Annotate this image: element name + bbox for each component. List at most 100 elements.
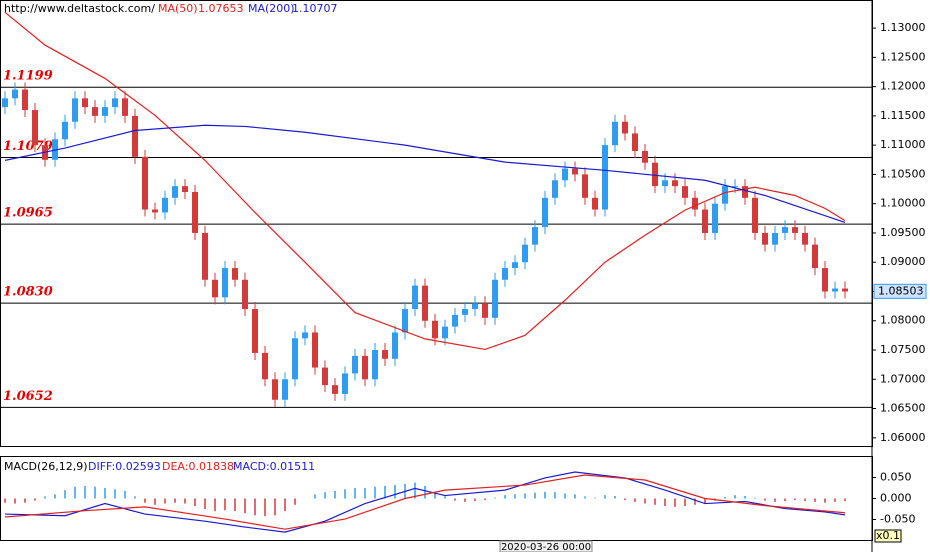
candle-body	[622, 121, 628, 134]
candle-body	[762, 232, 768, 245]
candle-body	[672, 180, 678, 187]
candle-body	[132, 115, 138, 157]
y-tick-label: 1.10000	[880, 197, 926, 210]
candle-body	[582, 174, 588, 198]
candle-body	[162, 197, 168, 213]
macd-title: MACD(26,12,9)	[4, 460, 88, 473]
candle-body	[72, 98, 78, 122]
candle-body	[482, 303, 488, 318]
scale-label: x0.1	[876, 529, 900, 542]
candle-body	[682, 186, 688, 198]
candle-body	[552, 180, 558, 198]
y-tick-label: 1.06500	[880, 402, 926, 415]
candle-body	[372, 350, 378, 380]
candle-body	[102, 107, 108, 116]
ma200-value: 1.10707	[292, 2, 338, 15]
ma50-label: MA(50)	[158, 2, 198, 15]
dea-label: DEA:0.01838	[162, 460, 234, 473]
candle-body	[362, 355, 368, 380]
crosshair-date: 2020-03-26 00:00	[501, 542, 591, 552]
candle-body	[712, 203, 718, 233]
macd-label: MACD:0.01511	[233, 460, 315, 473]
candle-body	[452, 314, 458, 327]
ma-line	[4, 11, 846, 351]
y-tick-label: 1.11500	[880, 109, 926, 122]
macd-tick-label: 0.050	[880, 471, 912, 484]
candle-body	[152, 209, 158, 213]
candle-body	[652, 162, 658, 187]
candle-body	[442, 326, 448, 339]
candle-body	[422, 285, 428, 321]
candle-body	[282, 379, 288, 400]
y-tick-label: 1.09500	[880, 226, 926, 239]
candle-body	[632, 133, 638, 152]
diff-label: DIFF:0.02593	[88, 460, 161, 473]
candle-body	[782, 227, 788, 233]
level-label: 1.1079	[3, 139, 53, 154]
candle-body	[522, 244, 528, 263]
y-tick-label: 1.08000	[880, 314, 926, 327]
candle-body	[322, 367, 328, 386]
candle-body	[792, 227, 798, 233]
candle-body	[692, 197, 698, 210]
candle-body	[472, 303, 478, 310]
candle-body	[562, 168, 568, 181]
current-price: 1.08503	[878, 284, 924, 297]
candle-body	[732, 186, 738, 188]
candle-body	[772, 232, 778, 245]
main-panel	[0, 0, 873, 447]
candle-body	[352, 355, 358, 374]
level-label: 1.0652	[3, 389, 53, 404]
candle-body	[412, 285, 418, 310]
level-label: 1.0965	[3, 206, 53, 221]
candle-body	[182, 186, 188, 192]
price-box	[873, 283, 927, 299]
candle-body	[822, 268, 828, 292]
level-label: 1.0830	[3, 285, 53, 300]
candle-body	[612, 121, 618, 146]
candle-body	[432, 320, 438, 339]
candle-body	[842, 288, 848, 292]
candle-body	[572, 168, 578, 175]
candle-body	[232, 268, 238, 280]
candle-body	[142, 156, 148, 210]
candle-body	[202, 232, 208, 280]
ma50-value: 1.07653	[198, 2, 244, 15]
candle-body	[32, 110, 38, 146]
candle-body	[512, 262, 518, 269]
candle-body	[292, 338, 298, 380]
candle-body	[172, 186, 178, 198]
candle-body	[802, 232, 808, 245]
macd-line	[4, 474, 846, 530]
y-tick-label: 1.12000	[880, 80, 926, 93]
candle-body	[402, 309, 408, 333]
candle-body	[312, 332, 318, 368]
candle-body	[502, 268, 508, 280]
candle-body	[722, 186, 728, 204]
candle-body	[492, 279, 498, 318]
ma200-label: MA(200)	[248, 2, 295, 15]
y-tick-label: 1.07000	[880, 372, 926, 385]
y-tick-label: 1.09000	[880, 255, 926, 268]
candle-body	[392, 332, 398, 359]
candle-body	[22, 89, 28, 111]
candle-body	[462, 309, 468, 315]
y-tick-label: 1.12500	[880, 50, 926, 63]
candle-body	[702, 209, 708, 233]
macd-tick-label: 0.000	[880, 492, 912, 505]
candle-body	[212, 279, 218, 298]
candle-body	[252, 309, 258, 353]
candle-body	[2, 98, 8, 108]
source-url: http://www.deltastock.com/	[4, 2, 155, 15]
candle-body	[742, 186, 748, 198]
candle-body	[382, 350, 388, 359]
candle-body	[542, 197, 548, 228]
scale-box	[874, 529, 902, 543]
candle-body	[812, 244, 818, 269]
y-tick-label: 1.13000	[880, 21, 926, 34]
candle-body	[272, 379, 278, 400]
candle-body	[12, 89, 18, 99]
candle-body	[592, 197, 598, 210]
candle-body	[92, 107, 98, 116]
